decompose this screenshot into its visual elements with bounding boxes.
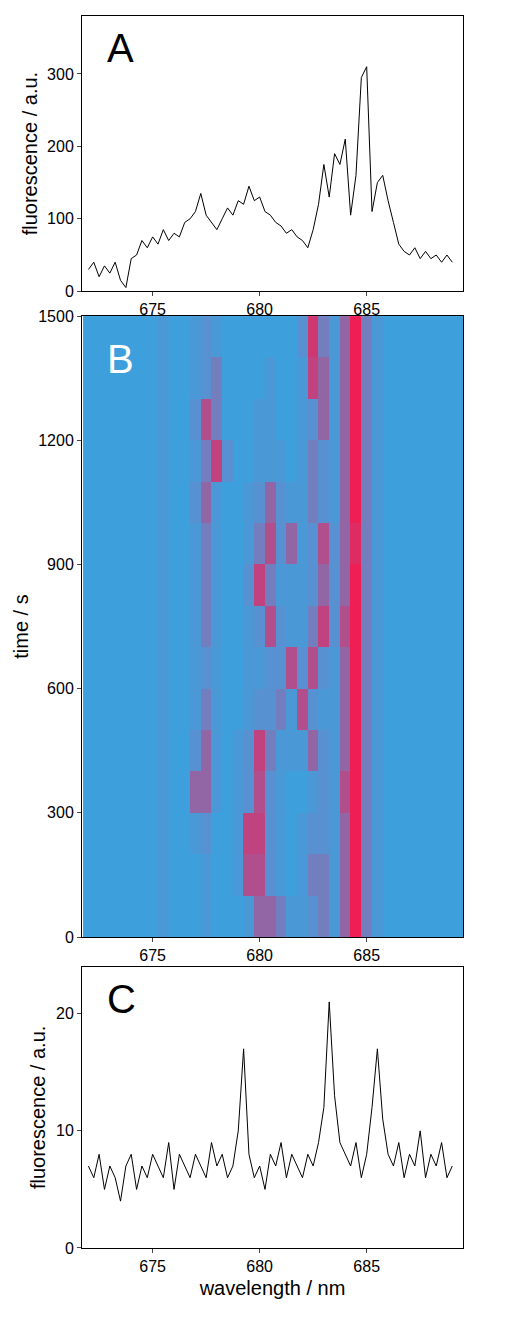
- svg-text:20: 20: [56, 1005, 74, 1022]
- svg-text:0: 0: [65, 1240, 74, 1257]
- svg-text:675: 675: [139, 947, 166, 964]
- svg-text:300: 300: [47, 66, 74, 83]
- svg-text:B: B: [107, 337, 134, 381]
- svg-text:675: 675: [139, 301, 166, 318]
- svg-text:1500: 1500: [38, 308, 74, 325]
- svg-text:675: 675: [139, 1258, 166, 1275]
- svg-text:100: 100: [47, 210, 74, 227]
- svg-text:680: 680: [246, 947, 273, 964]
- svg-text:10: 10: [56, 1122, 74, 1139]
- svg-text:fluorescence / a.u.: fluorescence / a.u.: [28, 1026, 50, 1189]
- svg-text:time / s: time / s: [10, 594, 32, 658]
- svg-text:1200: 1200: [38, 432, 74, 449]
- svg-text:300: 300: [47, 804, 74, 821]
- svg-text:685: 685: [353, 947, 380, 964]
- svg-text:0: 0: [65, 929, 74, 946]
- svg-text:C: C: [107, 977, 136, 1021]
- svg-text:0: 0: [65, 283, 74, 300]
- svg-text:A: A: [107, 26, 134, 70]
- svg-text:685: 685: [353, 1258, 380, 1275]
- svg-text:wavelength / nm: wavelength / nm: [199, 1277, 346, 1299]
- svg-text:680: 680: [246, 301, 273, 318]
- svg-text:900: 900: [47, 556, 74, 573]
- svg-text:200: 200: [47, 138, 74, 155]
- svg-text:680: 680: [246, 1258, 273, 1275]
- svg-text:600: 600: [47, 680, 74, 697]
- svg-text:fluorescence / a.u.: fluorescence / a.u.: [19, 72, 41, 235]
- svg-text:685: 685: [353, 301, 380, 318]
